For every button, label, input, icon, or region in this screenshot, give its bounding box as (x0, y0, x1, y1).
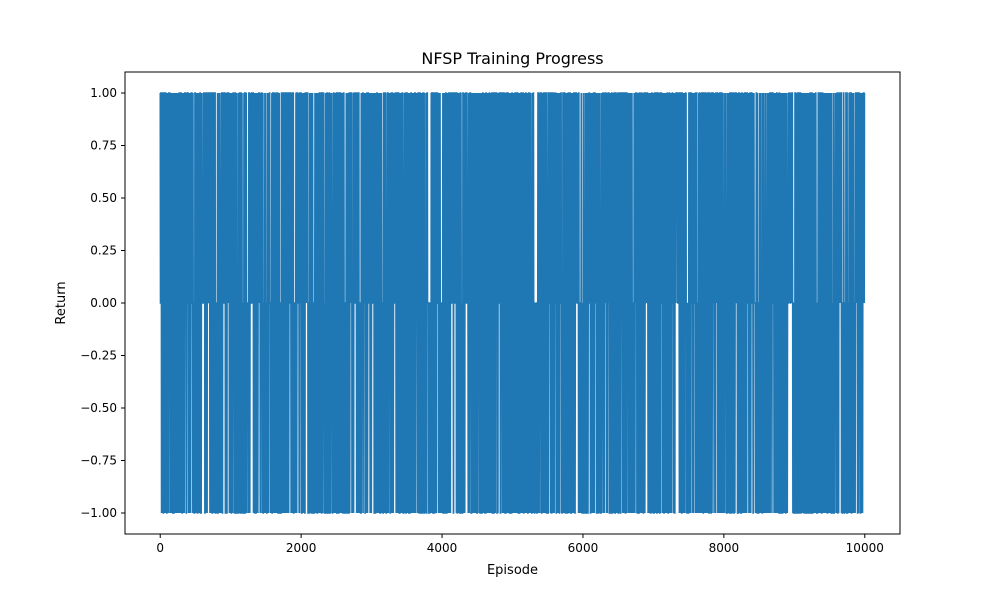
y-tick-label: 0.25 (90, 244, 117, 258)
y-tick-label: −0.75 (80, 454, 117, 468)
chart-title: NFSP Training Progress (421, 49, 603, 68)
x-axis-label: Episode (487, 563, 538, 578)
x-tick-label: 8000 (709, 541, 740, 555)
y-tick-label: −0.25 (80, 349, 117, 363)
y-axis-label: Return (54, 281, 69, 324)
y-tick-label: 0.00 (90, 296, 117, 310)
y-tick-label: 1.00 (90, 86, 117, 100)
plot-area (159, 92, 866, 514)
series-line (159, 92, 866, 514)
y-tick-label: −0.50 (80, 401, 117, 415)
x-tick-label: 0 (156, 541, 164, 555)
y-tick-label: 0.75 (90, 139, 117, 153)
x-tick-label: 6000 (568, 541, 599, 555)
x-tick-label: 2000 (286, 541, 317, 555)
x-axis-ticks: 0 2000 4000 6000 8000 10000 (156, 534, 884, 555)
x-tick-label: 4000 (427, 541, 458, 555)
x-tick-label: 10000 (846, 541, 884, 555)
y-tick-label: 0.50 (90, 191, 117, 205)
y-tick-label: −1.00 (80, 506, 117, 520)
y-axis-ticks: −1.00 −0.75 −0.50 −0.25 0.00 0.25 0.50 0.75 1.00 (80, 86, 125, 520)
